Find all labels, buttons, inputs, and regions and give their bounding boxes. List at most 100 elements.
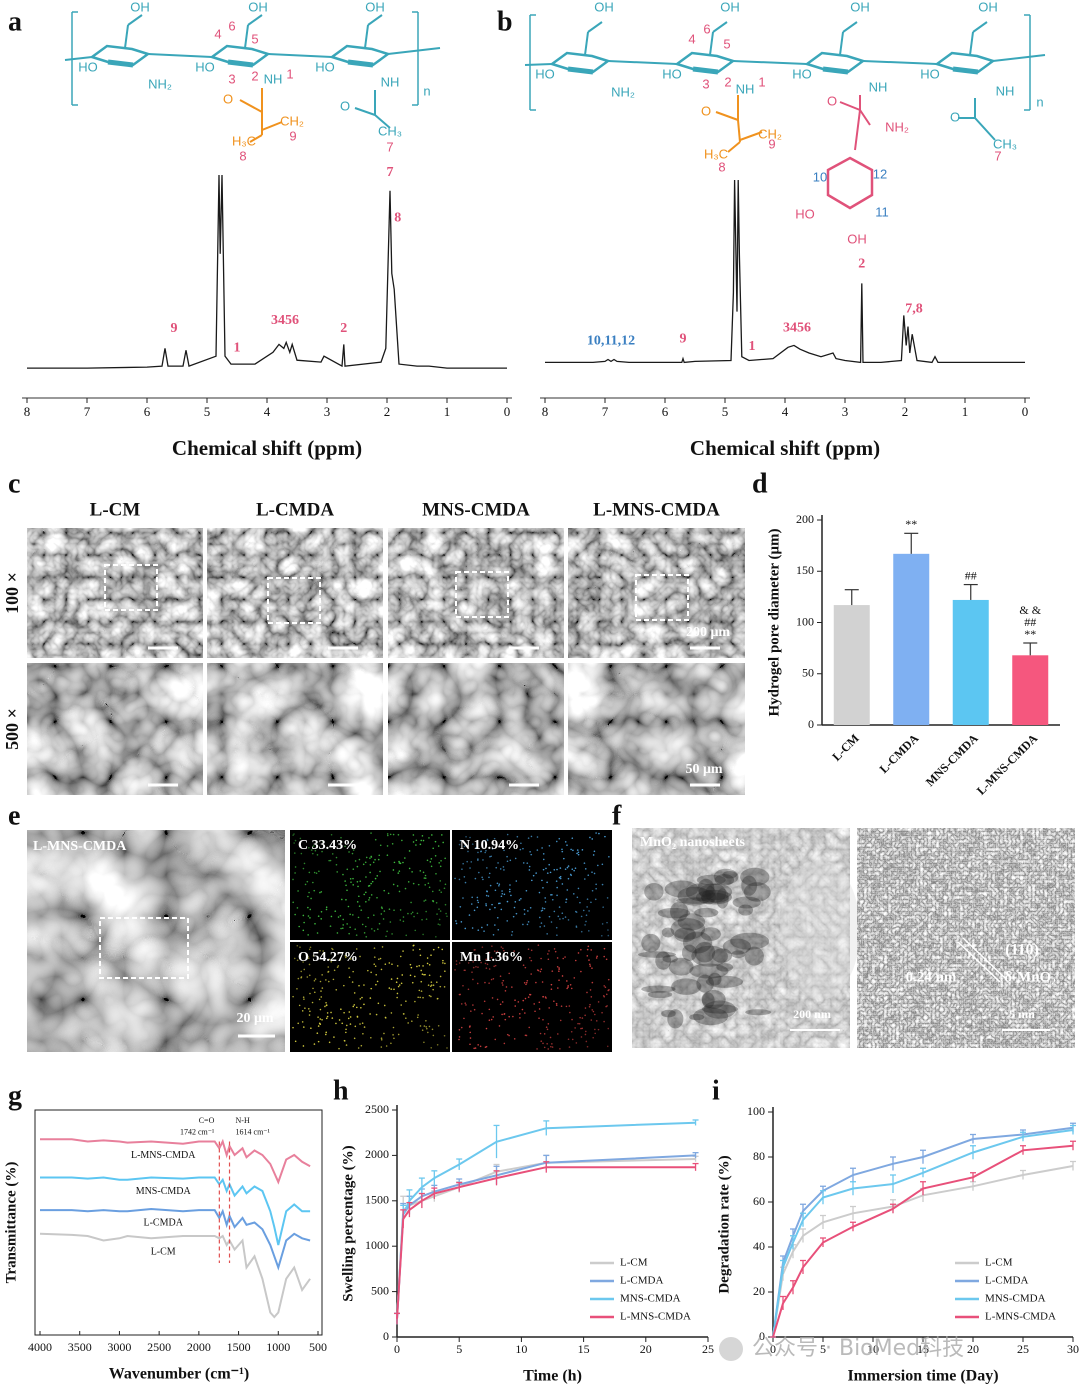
map-dot [398,870,401,872]
map-dot [547,953,549,955]
structure-label: O [827,93,837,108]
x-tick-label: 4 [782,404,789,419]
map-dot [436,997,439,1000]
nanosheet [730,932,770,950]
map-dot [577,851,580,854]
nanosheet [694,941,716,963]
map-dot [524,1012,526,1014]
map-dot [377,928,379,930]
peak-label: 2 [858,256,865,271]
y-axis-label: Degradation rate (%) [716,1155,732,1293]
map-dot [471,971,473,973]
map-dot [556,934,558,937]
x-tick-label: 15 [917,1342,929,1356]
map-dot [514,901,517,903]
map-dot [571,868,574,870]
map-dot [317,1016,319,1018]
map-dot [569,873,572,876]
map-dot [492,977,495,980]
map-dot [551,1046,554,1048]
map-dot [344,880,346,882]
map-dot [458,878,461,881]
map-dot [597,1028,600,1031]
structure-label: 9 [289,128,296,143]
map-dot [421,835,424,837]
map-dot [602,994,605,997]
map-dot [420,839,423,842]
map-dot [438,889,441,891]
map-dot [488,982,490,984]
map-dot [499,975,502,978]
map-dot [325,1017,328,1020]
map-dot [538,1001,541,1004]
structure-label: HO [195,59,215,74]
peak-label: 2 [340,321,347,336]
bond [712,21,728,33]
map-dot [360,1006,362,1009]
x-tick-label: MNS-CMDA [923,731,981,789]
map-dot [521,1008,524,1011]
map-dot [481,876,483,879]
map-dot [490,1018,493,1021]
x-tick-label: 8 [24,404,31,419]
map-dot [585,1040,588,1043]
map-dot [370,894,373,896]
map-dot [397,872,400,874]
map-dot [358,858,361,861]
map-dot [386,833,389,835]
structure-label: 1 [286,66,293,81]
map-dot [296,959,299,962]
map-dot [383,910,386,912]
map-dot [573,977,576,979]
map-dot [431,1028,434,1031]
x-tick-label: 500 [309,1340,327,1354]
structure-label: NH₂ [148,76,172,91]
x-tick-label: 5 [204,404,211,419]
map-dot [410,901,412,904]
map-dot [606,921,608,924]
map-dot [347,1017,350,1020]
bond [239,99,263,113]
peak-label: 9 [171,321,178,336]
element-map [290,830,450,940]
nanosheet [677,886,712,906]
map-dot [499,868,502,870]
map-dot [491,903,493,906]
map-dot [329,859,332,862]
y-axis-label: Hydrogel pore diameter (μm) [766,528,782,716]
map-dot [503,869,505,871]
significance-mark: ** [905,517,917,531]
x-tick-label: 10 [867,1342,879,1356]
map-dot [400,1004,403,1006]
map-dot [558,906,561,908]
bond [737,119,741,143]
map-dot [508,888,511,891]
map-dot [527,948,530,950]
series-line [396,1121,696,1319]
map-dot [485,1027,488,1030]
map-dot [361,923,364,926]
map-dot [385,935,387,938]
map-dot [296,987,298,990]
nanosheet [701,892,729,903]
map-dot [373,956,376,958]
map-dot [455,920,457,922]
nanosheet [671,978,702,995]
map-dot [292,995,294,998]
map-dot [402,920,405,923]
map-dot [294,839,297,842]
map-dot [471,896,473,899]
map-dot [336,932,339,934]
structure-label: OH [248,0,268,14]
roi-box [635,574,689,621]
map-dot [294,913,296,916]
map-dot [444,883,447,886]
map-dot [555,1002,558,1005]
bond [354,107,376,116]
bond [107,59,134,68]
element-label: Mn 1.36% [460,950,523,965]
annotation: C=O [199,1116,215,1125]
map-dot [380,1038,383,1041]
map-dot [603,985,606,987]
map-dot [435,935,437,938]
